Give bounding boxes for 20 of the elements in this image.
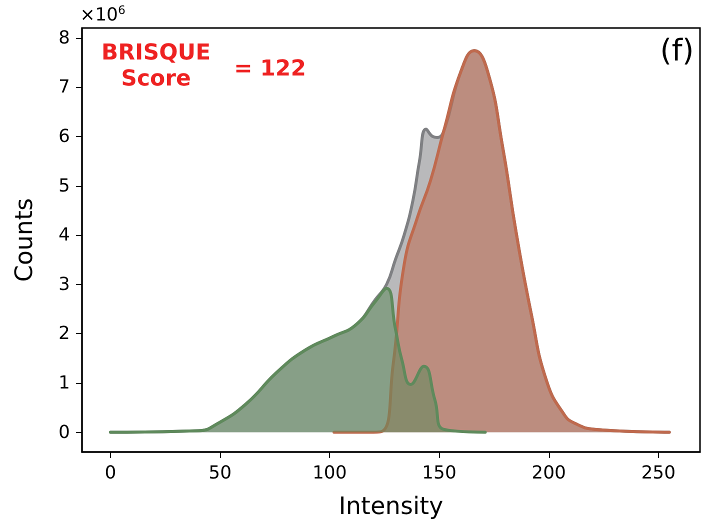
x-tick-label: 150 [422, 462, 456, 484]
x-tick-label: 0 [104, 462, 116, 484]
annotation: = 122 [234, 56, 306, 82]
y-tick-label: 7 [58, 76, 70, 98]
y-tick-label: 1 [58, 372, 70, 394]
annotation: (f) [660, 34, 694, 68]
x-tick-label: 250 [641, 462, 676, 484]
y-tick-label: 8 [58, 27, 70, 48]
y-tick-label: 3 [58, 274, 70, 295]
y-tick-label: 0 [58, 422, 70, 443]
y-tick-label: 6 [58, 126, 70, 147]
y-tick-label: 4 [58, 224, 70, 246]
annotation: BRISQUE Score [101, 40, 211, 92]
x-axis-title: Intensity [338, 492, 444, 520]
y-tick-label: 2 [58, 323, 70, 344]
y-tick-label: 5 [58, 175, 70, 196]
x-tick-label: 200 [532, 462, 566, 484]
x-tick-label: 100 [312, 462, 347, 484]
y-axis-title: Counts [10, 198, 38, 282]
x-tick-label: 50 [208, 462, 232, 484]
